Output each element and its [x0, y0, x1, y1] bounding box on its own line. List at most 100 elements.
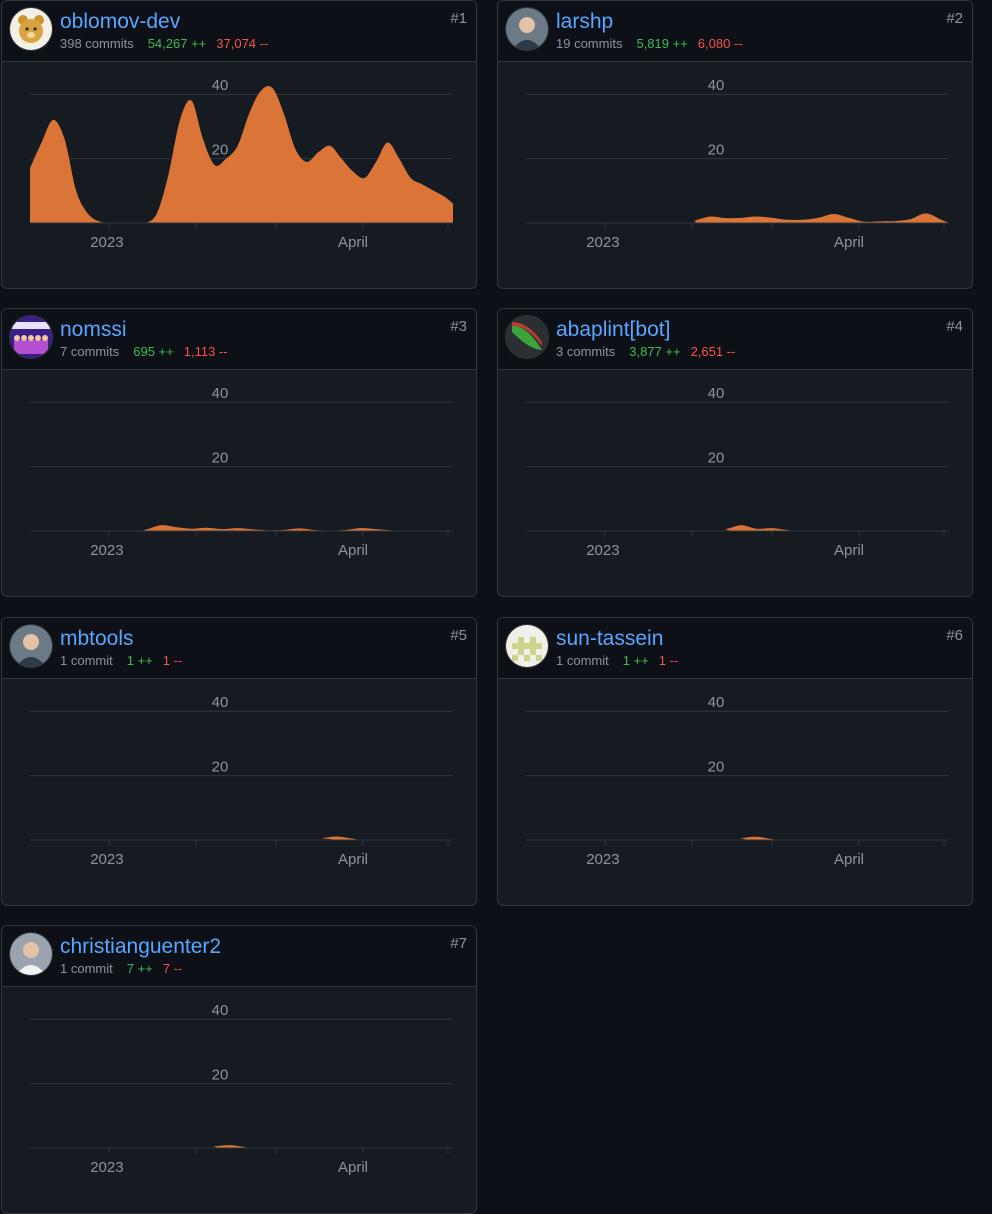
deletions-count: 7 --	[162, 961, 183, 976]
commits-area-series	[30, 525, 453, 531]
contributor-rank: #2	[946, 10, 963, 27]
contribution-area-chart: 20 40 2023 April	[526, 385, 949, 559]
contributor-header: christianguenter2 1 commit 7 ++ 7 -- #7	[2, 926, 476, 987]
contributor-login-link[interactable]: sun-tassein	[556, 627, 664, 650]
x-tick-label: 2023	[586, 851, 619, 868]
identicon-avatar-icon[interactable]	[506, 625, 548, 667]
person-avatar-icon[interactable]	[10, 933, 52, 975]
additions-count: 5,819 ++	[636, 36, 688, 51]
contributor-card: sun-tassein 1 commit 1 ++ 1 -- #6 20 40 2023 Apr…	[497, 617, 973, 906]
person-avatar-icon[interactable]	[10, 625, 52, 667]
y-tick-label: 40	[212, 77, 229, 94]
commits-count-link[interactable]: 1 commit	[556, 653, 609, 668]
y-tick-label: 40	[212, 1002, 229, 1019]
contributor-header: mbtools 1 commit 1 ++ 1 -- #5	[2, 618, 476, 679]
y-tick-label: 40	[708, 385, 725, 402]
y-tick-label: 20	[212, 142, 229, 159]
contributor-header: sun-tassein 1 commit 1 ++ 1 -- #6	[498, 618, 972, 679]
contributor-card: nomssi 7 commits 695 ++ 1,113 -- #3 20 40 2023 A…	[1, 308, 477, 597]
commits-area-series	[30, 836, 453, 840]
person-avatar-icon[interactable]	[506, 8, 548, 50]
contributor-rank: #3	[450, 318, 467, 335]
contributor-header: oblomov-dev 398 commits 54,267 ++ 37,074 --…	[2, 1, 476, 62]
commits-area-series	[526, 525, 949, 531]
y-tick-label: 20	[212, 1067, 229, 1084]
deletions-count: 1,113 --	[183, 344, 228, 359]
x-tick-label: 2023	[586, 542, 619, 559]
y-tick-label: 20	[708, 450, 725, 467]
commits-count-link[interactable]: 3 commits	[556, 344, 616, 359]
x-tick-label: April	[338, 234, 368, 251]
contributor-stats: 1 commit 7 ++ 7 --	[60, 961, 192, 977]
x-tick-label: 2023	[90, 542, 123, 559]
x-tick-label: 2023	[90, 851, 123, 868]
x-tick-label: April	[338, 851, 368, 868]
contributor-stats: 398 commits 54,267 ++ 37,074 --	[60, 36, 278, 52]
contributor-login-link[interactable]: mbtools	[60, 627, 134, 650]
contribution-area-chart: 20 40 2023 April	[30, 385, 453, 559]
additions-count: 7 ++	[126, 961, 153, 976]
y-tick-label: 20	[212, 759, 229, 776]
y-tick-label: 40	[212, 385, 229, 402]
x-tick-label: April	[338, 542, 368, 559]
commits-count-link[interactable]: 19 commits	[556, 36, 623, 51]
contributor-rank: #5	[450, 627, 467, 644]
additions-count: 695 ++	[133, 344, 174, 359]
deletions-count: 6,080 --	[697, 36, 743, 51]
contributor-login-link[interactable]: nomssi	[60, 318, 127, 341]
contributor-card: larshp 19 commits 5,819 ++ 6,080 -- #2 20 40 20…	[497, 0, 973, 289]
commits-count-link[interactable]: 1 commit	[60, 653, 113, 668]
commits-count-link[interactable]: 7 commits	[60, 344, 120, 359]
contributor-rank: #7	[450, 935, 467, 952]
x-tick-label: April	[834, 851, 864, 868]
x-tick-label: 2023	[586, 234, 619, 251]
x-tick-label: 2023	[90, 1159, 123, 1176]
commits-area-series	[30, 85, 453, 223]
commits-count-link[interactable]: 398 commits	[60, 36, 134, 51]
contributor-card: oblomov-dev 398 commits 54,267 ++ 37,074 --…	[1, 0, 477, 289]
deletions-count: 37,074 --	[216, 36, 269, 51]
x-tick-label: April	[834, 542, 864, 559]
contributor-rank: #1	[450, 10, 467, 27]
contributor-login-link[interactable]: larshp	[556, 10, 614, 33]
x-tick-label: April	[834, 234, 864, 251]
commits-count-link[interactable]: 1 commit	[60, 961, 113, 976]
contributor-rank: #4	[946, 318, 963, 335]
bear-avatar-icon[interactable]	[10, 8, 52, 50]
banner-avatar-icon[interactable]	[10, 316, 52, 358]
additions-count: 54,267 ++	[147, 36, 207, 51]
contributor-rank: #6	[946, 627, 963, 644]
contributor-stats: 19 commits 5,819 ++ 6,080 --	[556, 36, 753, 52]
contributor-header: abaplint[bot] 3 commits 3,877 ++ 2,651 -- #4	[498, 309, 972, 370]
contributor-card: mbtools 1 commit 1 ++ 1 -- #5 20 40 2023 April	[1, 617, 477, 906]
contributor-stats: 7 commits 695 ++ 1,113 --	[60, 344, 238, 360]
contribution-area-chart: 20 40 2023 April	[30, 694, 453, 868]
contributor-login-link[interactable]: oblomov-dev	[60, 10, 181, 33]
y-tick-label: 20	[708, 759, 725, 776]
contributor-login-link[interactable]: christianguenter2	[60, 935, 222, 958]
commits-area-series	[30, 1145, 453, 1148]
contribution-area-chart: 20 40 2023 April	[30, 77, 453, 251]
y-tick-label: 20	[708, 142, 725, 159]
x-tick-label: April	[338, 1159, 368, 1176]
deletions-count: 1 --	[658, 653, 679, 668]
contributor-header: larshp 19 commits 5,819 ++ 6,080 -- #2	[498, 1, 972, 62]
y-tick-label: 40	[708, 694, 725, 711]
deletions-count: 2,651 --	[690, 344, 736, 359]
y-tick-label: 40	[708, 77, 725, 94]
additions-count: 1 ++	[622, 653, 649, 668]
contributor-stats: 1 commit 1 ++ 1 --	[556, 653, 688, 669]
additions-count: 1 ++	[126, 653, 153, 668]
contributor-card: christianguenter2 1 commit 7 ++ 7 -- #7 20 40 2…	[1, 925, 477, 1214]
contribution-area-chart: 20 40 2023 April	[30, 1002, 453, 1176]
deletions-count: 1 --	[162, 653, 183, 668]
commits-area-series	[526, 213, 949, 223]
logo-avatar-icon[interactable]	[506, 316, 548, 358]
y-tick-label: 20	[212, 450, 229, 467]
contributor-stats: 3 commits 3,877 ++ 2,651 --	[556, 344, 745, 360]
contributor-login-link[interactable]: abaplint[bot]	[556, 318, 671, 341]
contributor-header: nomssi 7 commits 695 ++ 1,113 -- #3	[2, 309, 476, 370]
y-tick-label: 40	[212, 694, 229, 711]
x-tick-label: 2023	[90, 234, 123, 251]
contributor-card: abaplint[bot] 3 commits 3,877 ++ 2,651 -- #4…	[497, 308, 973, 597]
